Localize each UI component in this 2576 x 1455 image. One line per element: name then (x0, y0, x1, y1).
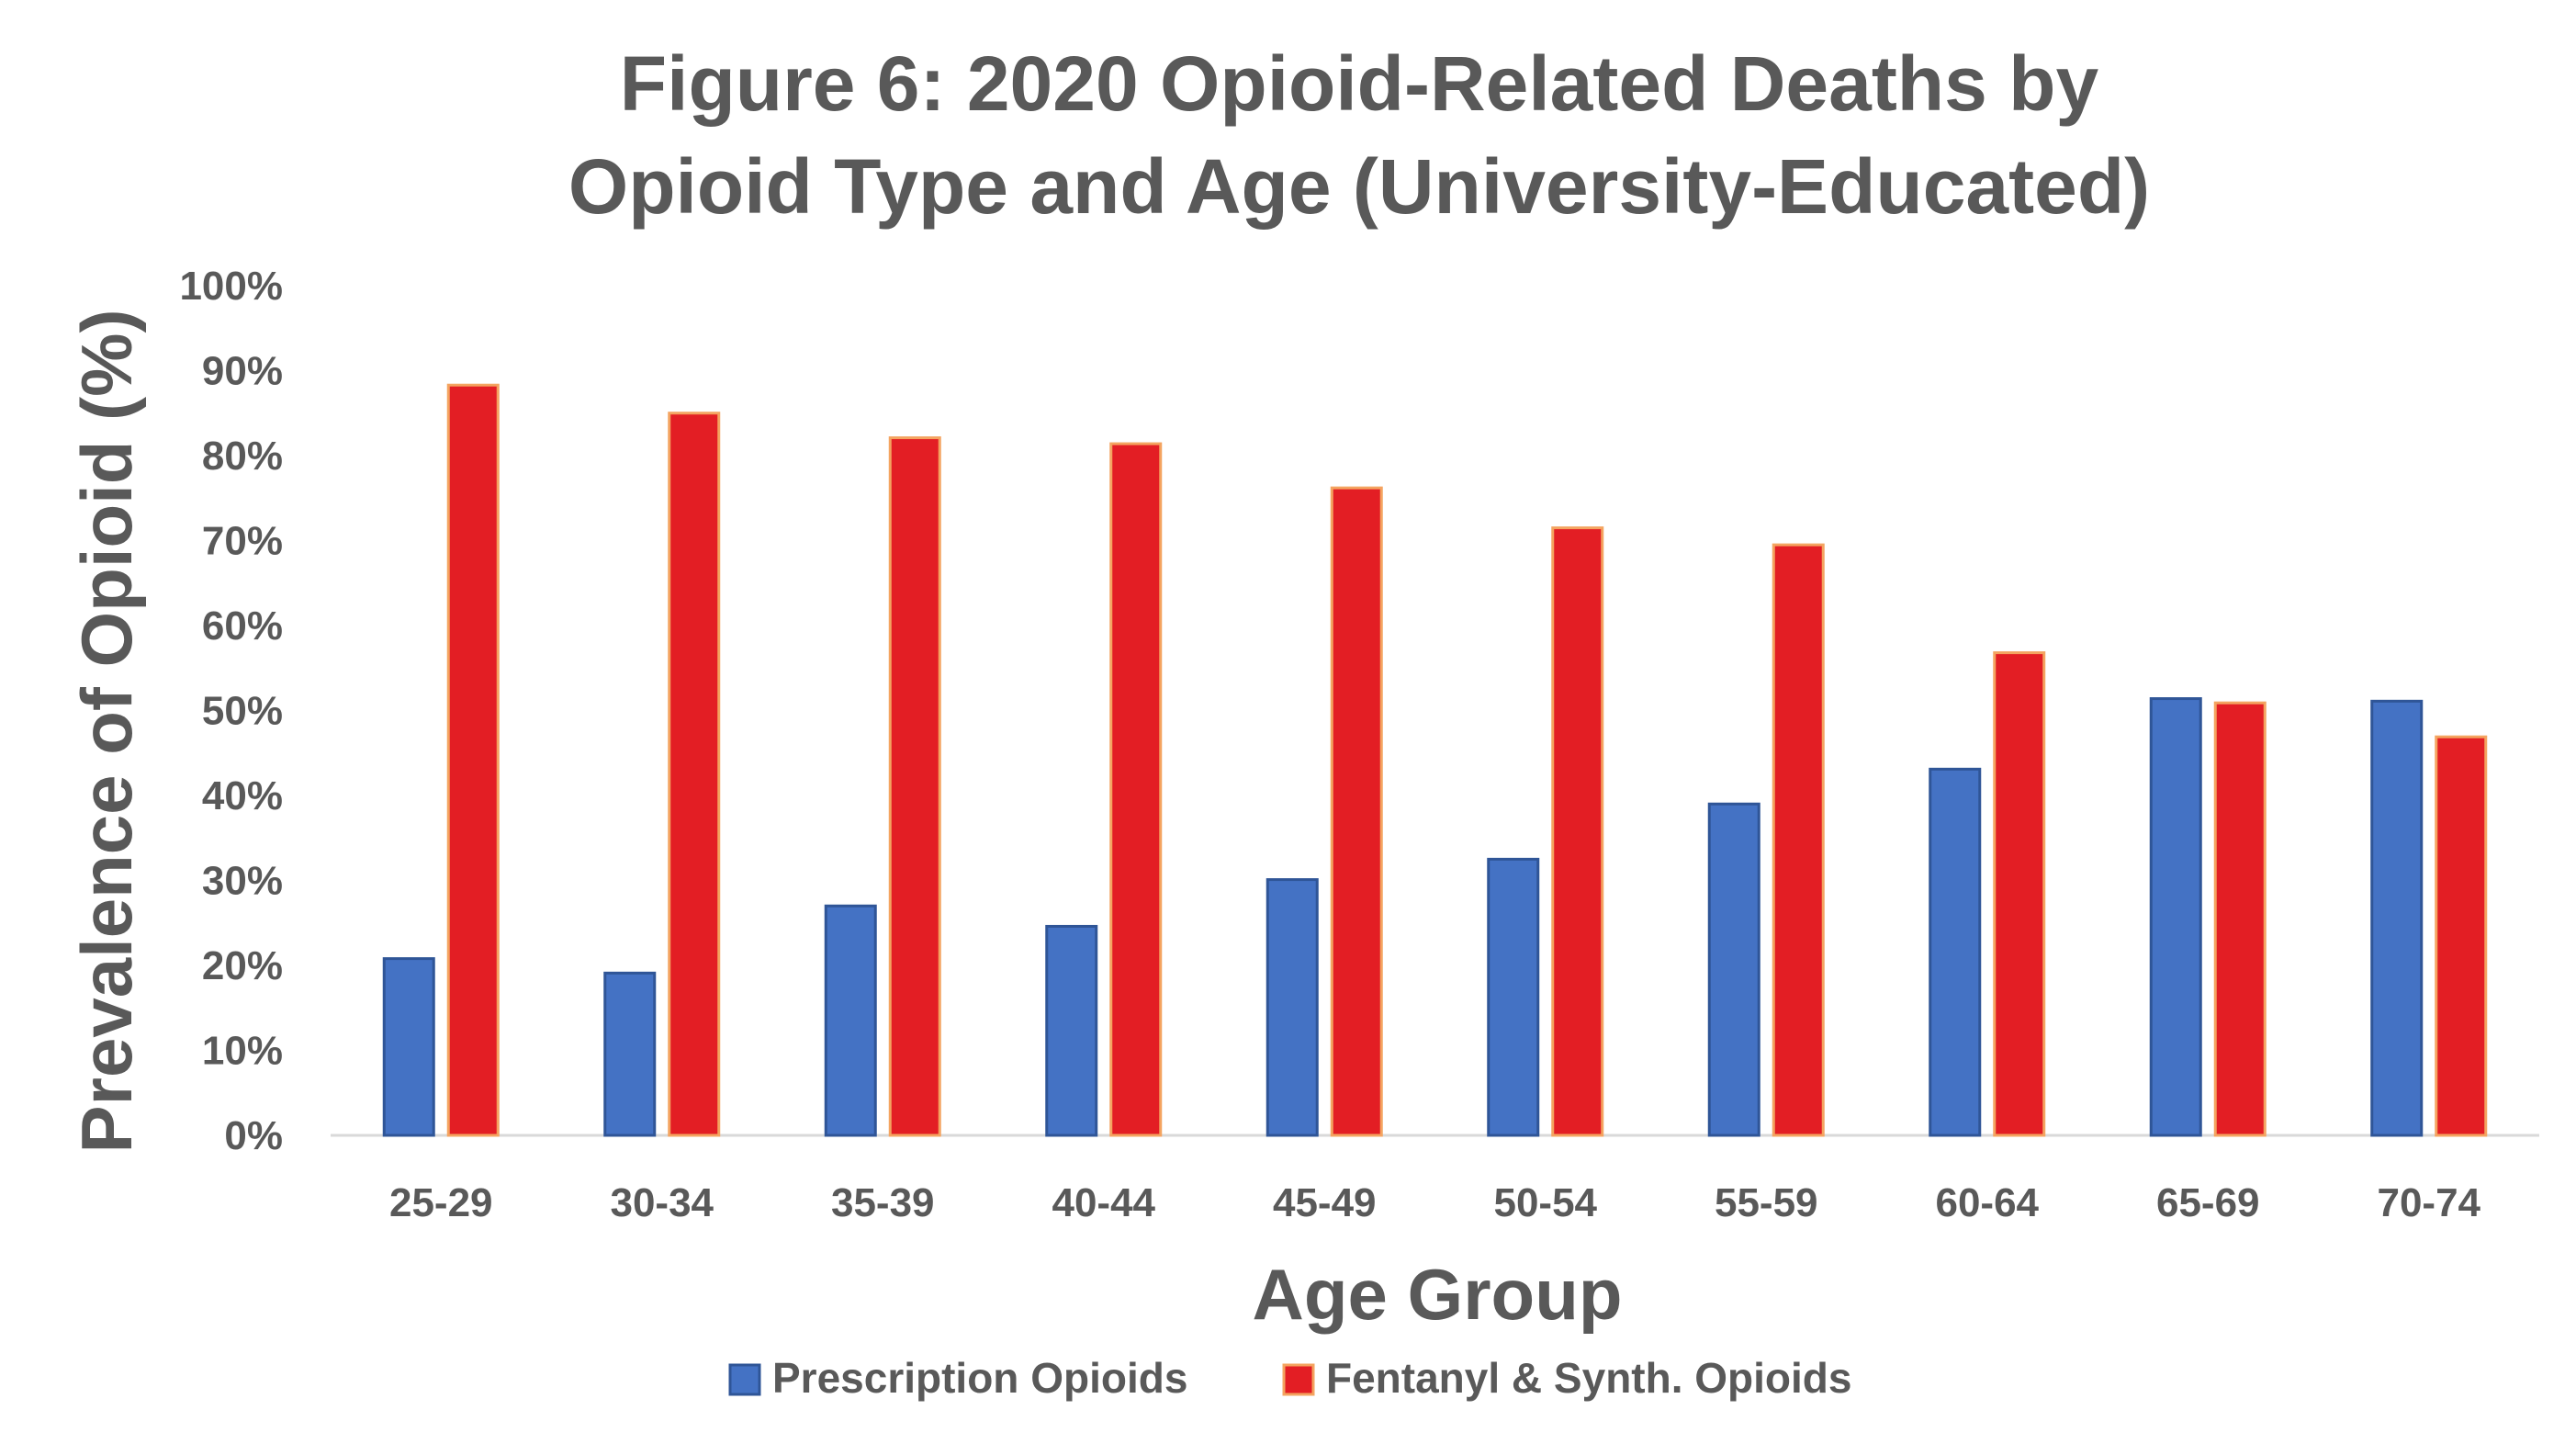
x-tick-label: 25-29 (389, 1180, 493, 1225)
legend-swatch-fentanyl (1282, 1363, 1315, 1396)
y-tick-label: 90% (202, 349, 283, 394)
bar-prescription-55-59 (1707, 802, 1760, 1137)
legend-label-fentanyl: Fentanyl & Synth. Opioids (1326, 1354, 1851, 1402)
y-tick-label: 50% (202, 689, 283, 734)
y-axis-tick-labels: 0% 10% 20% 30% 40% 50% 60% 70% 80% 90% 100% (179, 264, 283, 1158)
bar-prescription-65-69 (2149, 697, 2202, 1137)
bar-fentanyl-45-49 (1330, 486, 1383, 1137)
bar-prescription-35-39 (824, 904, 877, 1137)
bar-prescription-40-44 (1045, 924, 1098, 1137)
legend: Prescription Opioids Fentanyl & Synth. Op… (728, 1354, 1851, 1402)
bar-fentanyl-40-44 (1109, 442, 1163, 1137)
bar-prescription-70-74 (2370, 699, 2424, 1137)
y-tick-label: 100% (179, 264, 283, 309)
x-tick-label: 45-49 (1273, 1180, 1377, 1225)
bar-fentanyl-25-29 (446, 383, 500, 1137)
x-axis-title: Age Group (1253, 1254, 1623, 1335)
x-tick-label: 50-54 (1493, 1180, 1597, 1225)
bar-fentanyl-60-64 (1993, 651, 2046, 1137)
x-tick-label: 55-59 (1715, 1180, 1818, 1225)
y-tick-label: 40% (202, 773, 283, 818)
bar-prescription-50-54 (1487, 857, 1540, 1137)
legend-label-prescription: Prescription Opioids (772, 1354, 1187, 1402)
y-tick-label: 60% (202, 603, 283, 649)
bar-fentanyl-55-59 (1772, 543, 1825, 1137)
y-tick-label: 20% (202, 943, 283, 988)
x-tick-label: 30-34 (610, 1180, 714, 1225)
y-tick-label: 70% (202, 519, 283, 564)
x-tick-label: 65-69 (2156, 1180, 2260, 1225)
y-axis-title: Prevalence of Opioid (%) (66, 310, 147, 1154)
legend-swatch-prescription (728, 1363, 761, 1396)
bar-prescription-60-64 (1929, 767, 1982, 1137)
bar-prescription-25-29 (382, 957, 435, 1137)
chart-title-line-1: Figure 6: 2020 Opioid-Related Deaths by (620, 40, 2099, 127)
bar-prescription-30-34 (603, 971, 657, 1137)
bar-fentanyl-70-74 (2435, 735, 2488, 1137)
y-tick-label: 30% (202, 859, 283, 904)
bar-fentanyl-30-34 (668, 412, 721, 1137)
y-tick-label: 10% (202, 1029, 283, 1074)
bars (382, 383, 2488, 1137)
x-tick-label: 40-44 (1052, 1180, 1155, 1225)
bar-prescription-45-49 (1266, 878, 1319, 1137)
chart-title-line-2: Opioid Type and Age (University-Educated… (568, 143, 2150, 230)
chart-title: Figure 6: 2020 Opioid-Related Deaths by … (568, 40, 2150, 230)
x-tick-label: 35-39 (831, 1180, 935, 1225)
x-axis-tick-labels: 25-29 30-34 35-39 40-44 45-49 50-54 55-59 60-64… (389, 1180, 2481, 1225)
bar-fentanyl-50-54 (1551, 526, 1604, 1137)
bar-fentanyl-35-39 (888, 436, 941, 1137)
y-tick-label: 80% (202, 434, 283, 479)
x-tick-label: 70-74 (2377, 1180, 2480, 1225)
y-tick-label: 0% (224, 1113, 283, 1158)
x-tick-label: 60-64 (1935, 1180, 2039, 1225)
bar-fentanyl-65-69 (2213, 701, 2267, 1137)
